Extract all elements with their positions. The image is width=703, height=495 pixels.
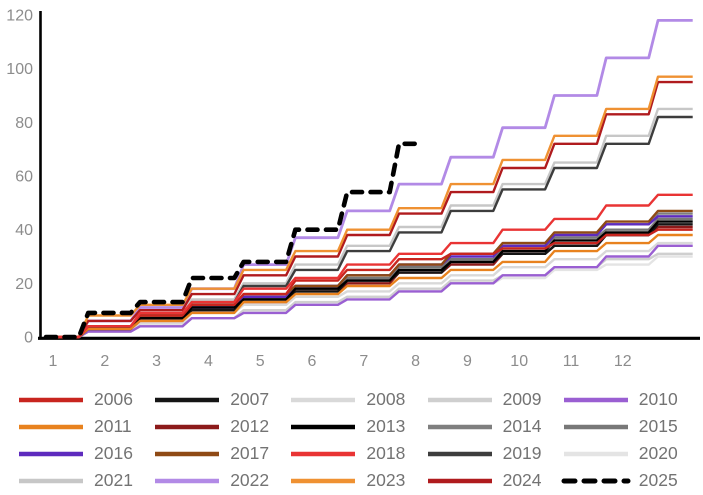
y-axis-tick-label: 80 [15,115,33,132]
legend-swatch-2021 [19,478,83,484]
legend-label-2016: 2016 [94,443,133,464]
legend-swatch-2014 [427,424,492,430]
y-axis-tick-label: 20 [15,276,33,293]
legend-item-2006: 2006 [16,389,152,411]
y-axis-tick-label: 0 [24,330,33,347]
legend-item-2021: 2021 [16,470,152,492]
legend-swatch-2015 [563,424,628,430]
legend-item-2014: 2014 [425,416,561,438]
legend-swatch-2006 [19,397,83,403]
legend-item-2025: 2025 [561,470,697,492]
legend-item-2024: 2024 [425,470,561,492]
x-axis-tick-label: 11 [563,353,580,370]
series-line-2013 [46,220,693,339]
y-axis-tick-label: 100 [6,61,33,78]
legend-label-2025: 2025 [638,470,678,491]
x-axis-tick-label: 7 [359,353,368,370]
legend-item-2023: 2023 [288,470,424,492]
x-axis-tick-label: 9 [463,353,472,370]
x-axis-tick-label: 1 [49,353,58,370]
legend-label-2021: 2021 [94,470,133,491]
legend-label-2024: 2024 [502,470,542,491]
legend-swatch-2016 [19,451,83,457]
legend-swatch-2013 [291,424,356,430]
legend-item-2011: 2011 [16,416,152,438]
legend-swatch-2024 [427,478,492,484]
legend-label-2023: 2023 [366,470,406,491]
legend-swatch-2022 [155,478,220,484]
legend-item-2007: 2007 [152,389,288,411]
legend-item-2009: 2009 [425,389,561,411]
legend-swatch-2011 [19,424,83,430]
x-axis-tick-label: 4 [204,353,213,370]
legend-label-2017: 2017 [230,443,270,464]
legend-label-2018: 2018 [366,443,406,464]
legend-item-2013: 2013 [288,416,424,438]
y-axis-tick-label: 120 [6,8,33,25]
series-line-2024 [46,80,693,339]
x-axis-tick-label: 8 [411,353,420,370]
x-axis-tick-label: 3 [152,353,161,370]
legend-label-2019: 2019 [502,443,542,464]
legend-label-2022: 2022 [230,470,270,491]
legend-swatch-2009 [427,397,492,403]
legend-swatch-2019 [427,451,492,457]
legend-item-2019: 2019 [425,443,561,465]
chart-legend: 2006 2007 2008 2009 2010 2011 2012 2013 2014 2015… [0,389,703,492]
legend-item-2017: 2017 [152,443,288,465]
series-line-2025 [43,141,424,340]
x-axis-tick-label: 10 [510,353,528,370]
legend-label-2007: 2007 [230,389,270,410]
series-line-2008 [46,241,693,339]
legend-label-2015: 2015 [638,416,678,437]
legend-item-2018: 2018 [288,443,424,465]
series-line-2022 [46,19,693,339]
legend-label-2014: 2014 [502,416,542,437]
legend-label-2009: 2009 [502,389,542,410]
legend-swatch-2012 [155,424,220,430]
legend-swatch-2010 [563,397,628,403]
legend-label-2020: 2020 [638,443,678,464]
legend-label-2011: 2011 [94,416,132,437]
legend-swatch-2008 [291,397,356,403]
legend-label-2010: 2010 [638,389,678,410]
x-axis-tick-label: 5 [256,353,265,370]
legend-swatch-2018 [291,451,356,457]
legend-item-2022: 2022 [152,470,288,492]
legend-swatch-2020 [563,451,628,457]
legend-swatch-2017 [155,451,220,457]
series-line-2023 [46,75,693,339]
legend-swatch-2007 [155,397,220,403]
legend-item-2012: 2012 [152,416,288,438]
y-axis-tick-label: 60 [15,169,33,186]
x-axis-tick-label: 6 [308,353,317,370]
legend-item-2020: 2020 [561,443,697,465]
legend-label-2006: 2006 [94,389,133,410]
x-axis-tick-label: 12 [614,353,632,370]
series-line-2018 [46,193,693,339]
series-line-2006 [46,228,693,339]
x-axis-tick-label: 2 [100,353,109,370]
series-line-2011 [46,233,693,339]
legend-swatch-2025 [561,478,631,484]
legend-item-2015: 2015 [561,416,697,438]
y-axis-tick-label: 40 [15,222,33,239]
series-line-2010 [46,244,693,339]
legend-swatch-2023 [291,478,356,484]
legend-label-2013: 2013 [366,416,406,437]
legend-label-2012: 2012 [230,416,270,437]
legend-label-2008: 2008 [366,389,406,410]
legend-item-2008: 2008 [288,389,424,411]
legend-item-2016: 2016 [16,443,152,465]
legend-item-2010: 2010 [561,389,697,411]
